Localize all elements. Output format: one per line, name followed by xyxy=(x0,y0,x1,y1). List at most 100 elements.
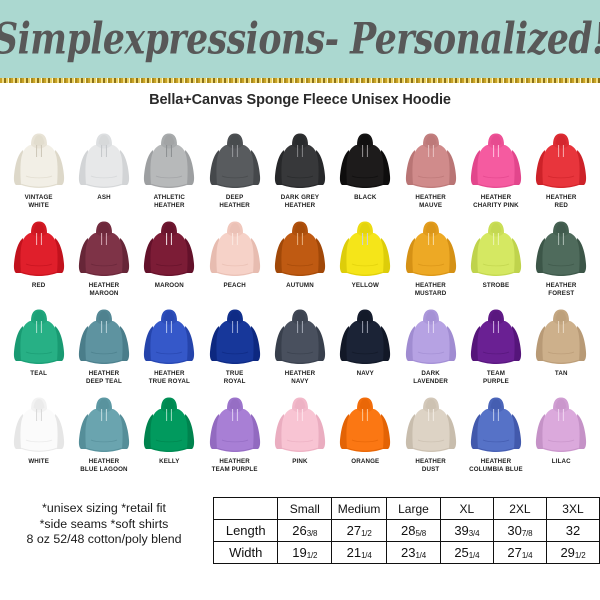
color-swatch-item[interactable]: VINTAGE WHITE xyxy=(6,126,71,212)
color-swatch-item[interactable]: HEATHER CHARITY PINK xyxy=(463,126,528,212)
color-swatch-item[interactable]: KELLY xyxy=(137,390,202,476)
color-swatch-item[interactable]: PEACH xyxy=(202,214,267,300)
measurement-whole: 30 xyxy=(507,523,522,538)
hoodie-icon xyxy=(137,126,202,192)
color-swatch-item[interactable]: PINK xyxy=(267,390,332,476)
measurement-fraction: 1/2 xyxy=(361,529,372,538)
measurement-fraction: 1/4 xyxy=(468,551,480,560)
color-swatch-item[interactable]: YELLOW xyxy=(333,214,398,300)
shop-banner: Simplexpressions- Personalized! xyxy=(0,0,600,78)
measurement-fraction: 3/4 xyxy=(468,529,480,538)
color-swatch-item[interactable]: HEATHER MAROON xyxy=(71,214,136,300)
color-swatch-item[interactable]: HEATHER DEEP TEAL xyxy=(71,302,136,388)
color-swatch-item[interactable]: BLACK xyxy=(333,126,398,212)
color-swatch-item[interactable]: HEATHER NAVY xyxy=(267,302,332,388)
hoodie-icon xyxy=(202,214,267,280)
color-name-label: TEAM PURPLE xyxy=(482,370,509,385)
color-swatch-item[interactable]: DEEP HEATHER xyxy=(202,126,267,212)
color-swatch-item[interactable]: HEATHER TRUE ROYAL xyxy=(137,302,202,388)
color-swatch-item[interactable]: HEATHER TEAM PURPLE xyxy=(202,390,267,476)
color-name-label: HEATHER MUSTARD xyxy=(414,282,447,297)
color-name-label: WHITE xyxy=(28,458,49,465)
color-swatch-item[interactable]: LILAC xyxy=(529,390,594,476)
color-swatch-item[interactable]: HEATHER MAUVE xyxy=(398,126,463,212)
hoodie-icon xyxy=(398,126,463,192)
measurement-whole: 25 xyxy=(454,545,469,560)
color-name-label: KELLY xyxy=(159,458,180,465)
hoodie-icon xyxy=(6,126,71,192)
color-name-label: HEATHER DUST xyxy=(415,458,446,473)
color-swatch-item[interactable]: HEATHER COLUMBIA BLUE xyxy=(463,390,528,476)
color-swatch-item[interactable]: TEAL xyxy=(6,302,71,388)
color-swatch-item[interactable]: AUTUMN xyxy=(267,214,332,300)
color-name-label: PINK xyxy=(292,458,308,465)
color-swatch-item[interactable]: HEATHER DUST xyxy=(398,390,463,476)
gold-divider-strip xyxy=(0,78,600,83)
size-chart-row: Length 263/8 271/2 285/8 393/4 307/8 32 xyxy=(212,519,600,542)
hoodie-icon xyxy=(202,390,267,456)
hoodie-icon xyxy=(6,214,71,280)
color-swatch-item[interactable]: HEATHER BLUE LAGOON xyxy=(71,390,136,476)
color-swatch-item[interactable]: TRUE ROYAL xyxy=(202,302,267,388)
hoodie-icon xyxy=(202,126,267,192)
color-swatch-item[interactable]: RED xyxy=(6,214,71,300)
color-swatch-item[interactable]: DARK GREY HEATHER xyxy=(267,126,332,212)
color-name-label: LILAC xyxy=(551,458,571,465)
color-name-label: DARK GREY HEATHER xyxy=(280,194,320,209)
color-swatch-item[interactable]: DARK LAVENDER xyxy=(398,302,463,388)
color-swatch-item[interactable]: WHITE xyxy=(6,390,71,476)
color-swatch-item[interactable]: ASH xyxy=(71,126,136,212)
hoodie-icon xyxy=(463,126,528,192)
color-swatch-item[interactable]: TAN xyxy=(529,302,594,388)
color-swatch-item[interactable]: HEATHER RED xyxy=(529,126,594,212)
color-swatch-item[interactable]: NAVY xyxy=(333,302,398,388)
hoodie-icon xyxy=(202,302,267,368)
color-name-label: TRUE ROYAL xyxy=(223,370,246,385)
size-chart-cell: 231/4 xyxy=(386,541,441,564)
measurement-whole: 23 xyxy=(400,545,416,560)
color-swatch-row: WHITE HEATHER BLUE LAGOON xyxy=(6,390,594,476)
page-title: Bella+Canvas Sponge Fleece Unisex Hoodie xyxy=(149,92,451,108)
color-swatch-item[interactable]: MAROON xyxy=(137,214,202,300)
color-name-label: YELLOW xyxy=(351,282,379,289)
hoodie-icon xyxy=(529,302,594,368)
measurement-fraction: 1/4 xyxy=(521,551,533,560)
color-name-label: HEATHER FOREST xyxy=(546,282,577,297)
color-swatch-item[interactable]: ATHLETIC HEATHER xyxy=(137,126,202,212)
hoodie-icon xyxy=(463,214,528,280)
size-column-header: 2XL xyxy=(492,497,547,520)
hoodie-icon xyxy=(267,302,332,368)
color-name-label: HEATHER RED xyxy=(546,194,577,209)
color-swatch-item[interactable]: STROBE xyxy=(463,214,528,300)
color-name-label: STROBE xyxy=(482,282,510,289)
color-swatch-item[interactable]: HEATHER MUSTARD xyxy=(398,214,463,300)
color-swatch-row: RED HEATHER MAROON xyxy=(6,214,594,300)
measurement-whole: 39 xyxy=(454,523,469,538)
color-name-label: TAN xyxy=(554,370,568,377)
hoodie-icon xyxy=(529,214,594,280)
size-chart-cell: 285/8 xyxy=(386,519,441,542)
blurb-line-3: 8 oz 52/48 cotton/poly blend xyxy=(26,532,182,546)
measurement-fraction: 1/2 xyxy=(306,551,318,560)
measurement-whole: 21 xyxy=(346,545,362,560)
color-swatch-item[interactable]: TEAM PURPLE xyxy=(463,302,528,388)
color-swatch-row: VINTAGE WHITE ASH xyxy=(6,126,594,212)
color-swatch-item[interactable]: ORANGE xyxy=(333,390,398,476)
measurement-whole: 29 xyxy=(560,545,575,560)
size-chart-cell: 271/4 xyxy=(492,541,547,564)
color-swatch-item[interactable]: HEATHER FOREST xyxy=(529,214,594,300)
size-chart-row-label: Width xyxy=(212,541,279,564)
size-chart-cell: 291/2 xyxy=(545,541,600,564)
hoodie-icon xyxy=(267,390,332,456)
hoodie-icon xyxy=(463,302,528,368)
hoodie-icon xyxy=(71,214,136,280)
measurement-whole: 32 xyxy=(565,523,581,538)
size-column-header: Large xyxy=(386,497,441,520)
color-name-label: HEATHER MAROON xyxy=(88,282,120,297)
measurement-fraction: 1/4 xyxy=(415,551,426,560)
hoodie-icon xyxy=(398,302,463,368)
color-name-label: DARK LAVENDER xyxy=(413,370,449,385)
measurement-fraction: 7/8 xyxy=(521,529,533,538)
size-column-header: XL xyxy=(439,497,494,520)
